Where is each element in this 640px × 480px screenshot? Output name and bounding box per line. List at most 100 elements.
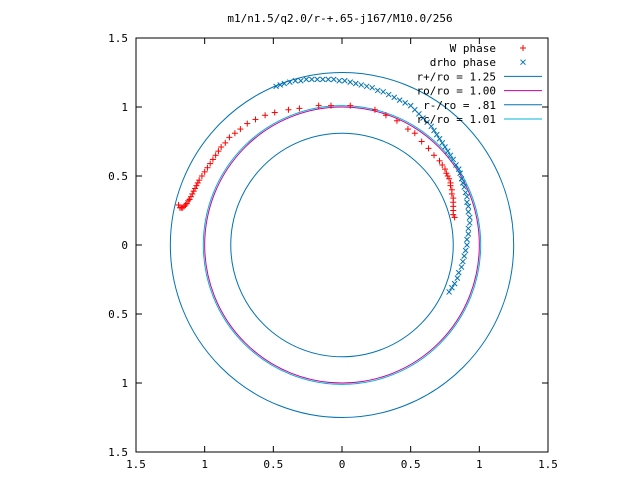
- drho-phase-point: [461, 184, 468, 190]
- w-phase-point: [192, 185, 199, 192]
- w-phase-point: [411, 130, 418, 137]
- legend-label: r-/ro = .81: [423, 99, 496, 112]
- x-tick-label: 0.5: [263, 458, 283, 471]
- markers-layer: [175, 76, 473, 295]
- w-phase-point: [207, 160, 214, 167]
- w-phase-point: [185, 197, 192, 204]
- w-phase-point: [190, 188, 197, 195]
- legend-label: r+/ro = 1.25: [417, 70, 496, 83]
- w-phase-point: [218, 144, 225, 151]
- w-phase-point: [237, 126, 244, 133]
- w-phase-point: [198, 173, 205, 179]
- legend-marker: [520, 45, 526, 51]
- legend-marker: [520, 59, 526, 66]
- drho-phase-point: [446, 289, 452, 295]
- drho-phase-point: [459, 258, 466, 265]
- w-phase-point: [431, 152, 438, 159]
- drho-phase-point: [451, 280, 458, 287]
- drho-phase-point: [391, 94, 398, 101]
- w-phase-point: [418, 138, 425, 145]
- drho-phase-point: [431, 127, 437, 134]
- drho-phase-point: [459, 180, 466, 186]
- drho-phase-point: [461, 253, 468, 259]
- w-phase-point: [404, 126, 411, 133]
- drho-phase-point: [325, 76, 332, 83]
- w-phase-point: [451, 214, 458, 221]
- drho-phase-point: [314, 76, 321, 83]
- drho-phase-point: [439, 140, 446, 146]
- w-phase-point: [182, 201, 189, 208]
- drho-phase-point: [458, 264, 465, 270]
- w-phase-point: [201, 168, 208, 175]
- circles-layer: [169, 72, 515, 418]
- drho-phase-point: [455, 269, 462, 276]
- legend-label: drho phase: [430, 56, 496, 69]
- w-phase-point: [244, 120, 251, 127]
- drho-phase-point: [396, 97, 403, 103]
- w-phase-point: [315, 102, 322, 109]
- y-tick-label: 0.5: [108, 308, 128, 321]
- y-tick-label: 0.5: [108, 170, 128, 183]
- y-tick-label: 1.5: [108, 32, 128, 45]
- drho-phase-point: [292, 77, 299, 84]
- ticks-layer: 1.5 1 0.5 0 0.5 1 1.51.510.500.511.5: [108, 32, 558, 471]
- drho-phase-point: [453, 162, 459, 168]
- x-tick-label: 1: [201, 458, 208, 471]
- w-phase-point: [187, 193, 194, 200]
- drho-phase-point: [449, 284, 455, 291]
- w-phase-point: [193, 182, 200, 189]
- x-tick-label: 0: [339, 458, 346, 471]
- drho-phase-point: [464, 193, 470, 200]
- y-tick-label: 1: [121, 377, 128, 390]
- w-phase-point: [196, 177, 203, 184]
- w-phase-point: [443, 170, 450, 177]
- w-phase-point: [446, 175, 453, 182]
- y-tick-label: 1.5: [108, 446, 128, 459]
- drho-phase-point: [444, 148, 451, 155]
- legend-label: ro/ro = 1.00: [417, 85, 496, 98]
- drho-phase-point: [330, 76, 337, 83]
- drho-phase-point: [363, 83, 370, 90]
- w-phase-point: [442, 166, 448, 173]
- w-phase-point: [382, 112, 389, 119]
- drho-phase-point: [458, 175, 465, 182]
- drho-phase-point: [385, 91, 392, 98]
- drho-phase-point: [286, 79, 293, 86]
- w-phase-point: [450, 211, 457, 218]
- w-phase-point: [183, 200, 190, 207]
- drho-phase-point: [341, 77, 348, 84]
- w-phase-point: [222, 139, 229, 146]
- drho-phase-point: [436, 135, 443, 142]
- circle-series-4: [230, 132, 454, 358]
- drho-phase-point: [465, 225, 472, 232]
- w-phase-point: [447, 182, 454, 189]
- drho-phase-point: [277, 82, 284, 88]
- drho-phase-point: [466, 220, 473, 226]
- w-phase-point: [204, 164, 211, 171]
- drho-phase-point: [380, 88, 387, 95]
- w-phase-point: [285, 106, 292, 113]
- w-phase-point: [347, 102, 354, 109]
- drho-phase-point: [454, 275, 461, 281]
- drho-phase-point: [462, 247, 469, 254]
- circle-series-2: [169, 72, 515, 418]
- legend-label: rc/ro = 1.01: [417, 113, 496, 126]
- w-phase-point: [262, 112, 269, 119]
- w-phase-point: [393, 117, 400, 124]
- w-phase-point: [328, 102, 335, 109]
- w-phase-point: [371, 106, 378, 113]
- drho-phase-point: [465, 231, 472, 237]
- w-phase-point: [439, 161, 446, 168]
- w-phase-point: [252, 116, 259, 123]
- drho-phase-point: [308, 76, 315, 83]
- drho-phase-point: [336, 77, 343, 84]
- drho-phase-point: [428, 123, 435, 130]
- w-phase-point: [194, 179, 201, 186]
- drho-phase-point: [352, 80, 359, 87]
- x-tick-label: 1.5: [126, 458, 146, 471]
- drho-phase-point: [465, 209, 472, 215]
- w-phase-point: [179, 204, 186, 211]
- w-phase-point: [186, 196, 193, 203]
- w-phase-point: [215, 148, 222, 155]
